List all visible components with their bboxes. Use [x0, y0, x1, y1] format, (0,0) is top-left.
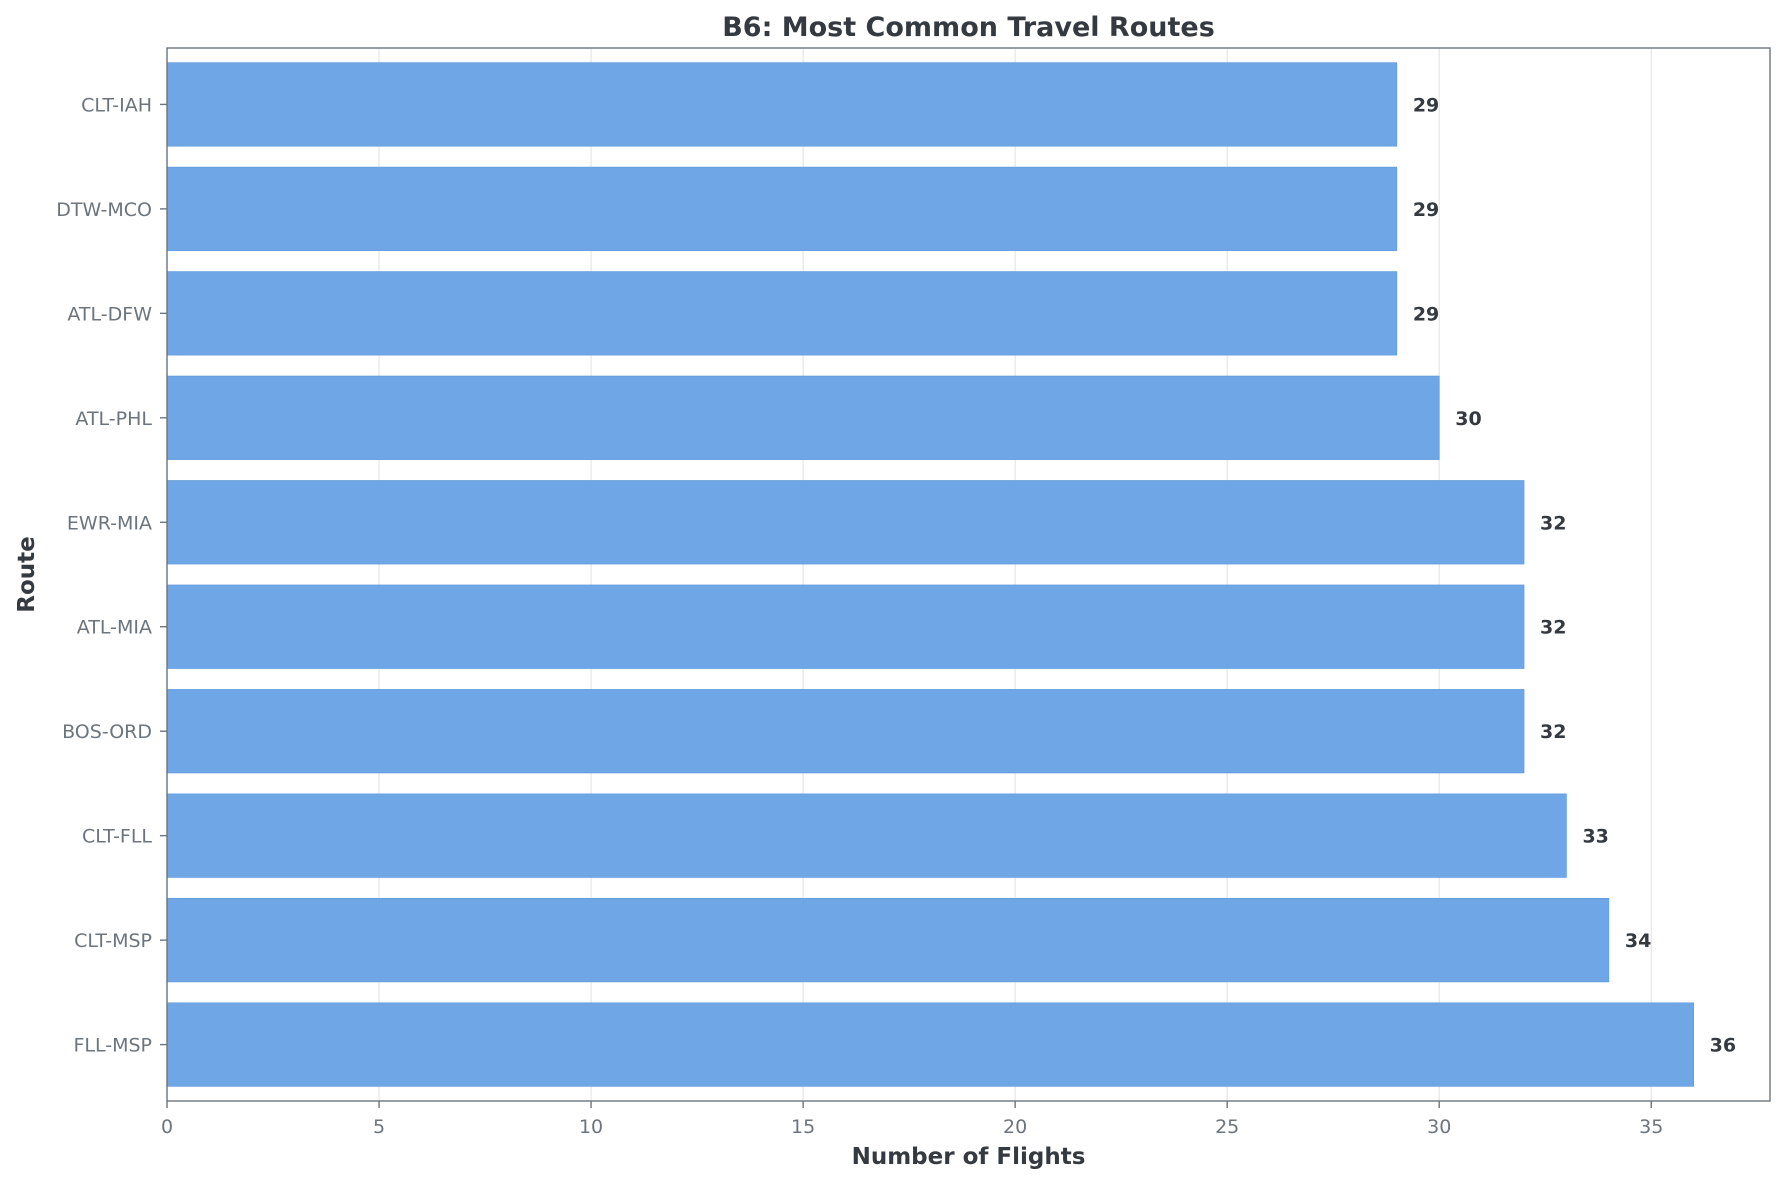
- data-label: 32: [1540, 617, 1566, 639]
- x-tick-label: 30: [1427, 1116, 1451, 1138]
- bar-clt-iah: [166, 62, 1398, 147]
- y-tick-label: CLT-FLL: [82, 826, 152, 848]
- data-label: 30: [1455, 408, 1481, 430]
- data-label: 34: [1625, 930, 1651, 952]
- y-tick-label: ATL-DFW: [67, 303, 152, 325]
- y-tick-label: CLT-MSP: [74, 930, 152, 952]
- bar-atl-phl: [166, 375, 1440, 460]
- y-axis-ticks: CLT-IAH DTW-MCO ATL-DFW ATL-PHL EWR-MIA ATL-M…: [56, 94, 167, 1057]
- data-label: 29: [1413, 94, 1439, 116]
- data-label: 32: [1540, 721, 1566, 743]
- x-tick-label: 20: [1003, 1116, 1027, 1138]
- x-tick-label: 10: [579, 1116, 603, 1138]
- data-label: 29: [1413, 199, 1439, 221]
- bars: [166, 62, 1694, 1087]
- plot-area-frame: [166, 47, 1771, 1102]
- data-label: 33: [1582, 826, 1608, 848]
- bar-bos-ord: [166, 689, 1525, 774]
- bar-atl-dfw: [166, 271, 1398, 356]
- bar-dtw-mco: [166, 166, 1398, 251]
- x-tick-label: 25: [1215, 1116, 1239, 1138]
- data-label: 32: [1540, 512, 1566, 534]
- y-tick-label: BOS-ORD: [62, 721, 152, 743]
- bar-fll-msp: [166, 1002, 1694, 1087]
- x-axis-label: Number of Flights: [852, 1144, 1086, 1170]
- x-axis-ticks: 0 5 10 15 20 25 30 35: [161, 1101, 1663, 1138]
- x-tick-label: 5: [373, 1116, 385, 1138]
- y-axis-label: Route: [14, 536, 40, 612]
- x-tick-label: 15: [791, 1116, 815, 1138]
- data-labels: 29 29 29 30 32 32 32 33 34 36: [1413, 94, 1736, 1056]
- y-tick-label: FLL-MSP: [73, 1035, 152, 1057]
- y-tick-label: ATL-MIA: [77, 617, 152, 639]
- y-tick-label: EWR-MIA: [67, 512, 152, 534]
- data-label: 36: [1710, 1035, 1736, 1057]
- y-tick-label: CLT-IAH: [81, 94, 152, 116]
- data-label: 29: [1413, 303, 1439, 325]
- bar-ewr-mia: [166, 480, 1525, 565]
- x-tick-label: 35: [1639, 1116, 1663, 1138]
- bar-clt-fll: [166, 793, 1567, 878]
- chart-title: B6: Most Common Travel Routes: [722, 12, 1215, 43]
- bar-atl-mia: [166, 584, 1525, 669]
- y-tick-label: DTW-MCO: [56, 199, 152, 221]
- x-tick-label: 0: [161, 1116, 173, 1138]
- y-tick-label: ATL-PHL: [75, 408, 152, 430]
- bar-clt-msp: [166, 898, 1610, 983]
